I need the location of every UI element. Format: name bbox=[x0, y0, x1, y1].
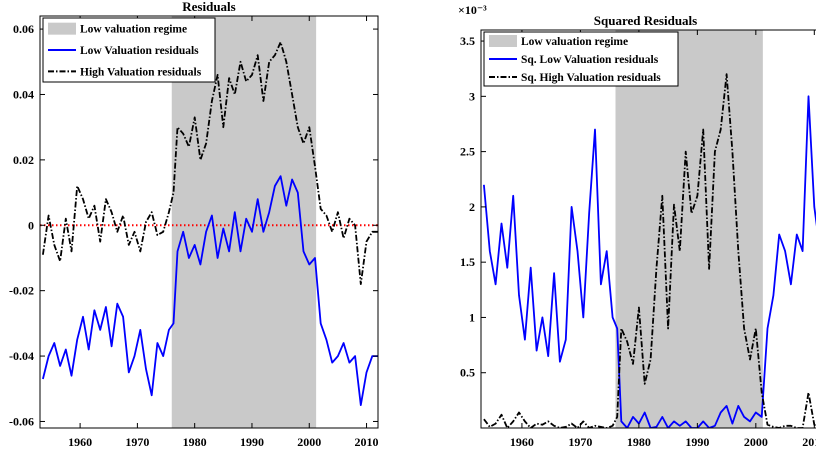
legend-swatch-regime bbox=[48, 22, 76, 35]
squared-residuals-title: Squared Residuals bbox=[594, 13, 697, 28]
low-valuation-regime-band bbox=[171, 16, 317, 428]
y-tick-label: -0.02 bbox=[9, 284, 34, 298]
squared-residuals-panel: 1960197019801990200020100.511.522.533.5 … bbox=[458, 3, 816, 449]
x-tick-label: 1960 bbox=[510, 435, 534, 449]
residuals-legend: Low valuation regime Low Valuation residu… bbox=[42, 17, 216, 83]
x-tick-label: 1980 bbox=[627, 435, 651, 449]
y-tick-label: 0.04 bbox=[13, 87, 34, 101]
high-valuation-series-line bbox=[483, 73, 816, 428]
x-tick-label: 2010 bbox=[802, 435, 816, 449]
low-valuation-regime-band bbox=[615, 30, 763, 428]
y-tick-label: 0 bbox=[28, 218, 34, 232]
legend-label: Low valuation regime bbox=[521, 36, 628, 48]
low-valuation-series-line bbox=[483, 95, 816, 428]
x-tick-label: 2000 bbox=[297, 435, 321, 449]
squared-residuals-legend: Low valuation regime Sq. Low Valuation re… bbox=[483, 31, 679, 87]
residuals-plot-frame bbox=[39, 15, 379, 429]
legend-label: Low Valuation residuals bbox=[80, 45, 199, 57]
legend-label: Low valuation regime bbox=[80, 24, 187, 36]
squared-residuals-plot-frame bbox=[480, 29, 816, 429]
y-tick-label: 2 bbox=[469, 200, 475, 214]
y-tick-label: -0.04 bbox=[9, 349, 34, 363]
legend-label: Sq. Low Valuation residuals bbox=[521, 54, 659, 66]
x-tick-label: 1970 bbox=[568, 435, 592, 449]
low-valuation-series-line bbox=[42, 175, 378, 407]
residuals-panel: 1960 1970 1980 1990 2000 2010 -0.06 -0.04 -0.02 0… bbox=[9, 0, 379, 449]
legend-swatch-regime bbox=[489, 35, 517, 47]
x-tick-label: 1960 bbox=[68, 435, 92, 449]
y-tick-label: 3 bbox=[469, 89, 475, 103]
legend-label: High Valuation residuals bbox=[80, 66, 202, 78]
y-tick-label: 0.5 bbox=[460, 366, 475, 380]
high-valuation-series-line bbox=[42, 41, 378, 286]
x-tick-label: 1990 bbox=[240, 435, 264, 449]
legend-label: Sq. High Valuation residuals bbox=[521, 72, 661, 84]
y-tick-label: 1.5 bbox=[460, 255, 475, 269]
y-tick-label: 0.02 bbox=[13, 153, 34, 167]
y-tick-label: -0.06 bbox=[9, 414, 34, 428]
y-tick-label: 0.06 bbox=[13, 22, 34, 36]
x-tick-label: 1980 bbox=[183, 435, 207, 449]
y-tick-label: 3.5 bbox=[460, 34, 475, 48]
x-tick-label: 2010 bbox=[355, 435, 379, 449]
x-tick-label: 1970 bbox=[125, 435, 149, 449]
y-tick-label: 1 bbox=[469, 310, 475, 324]
y-tick-label: 2.5 bbox=[460, 145, 475, 159]
y-exponent-label: ×10⁻³ bbox=[458, 3, 487, 17]
x-tick-label: 2000 bbox=[744, 435, 768, 449]
residuals-title: Residuals bbox=[182, 0, 235, 14]
x-tick-label: 1990 bbox=[685, 435, 709, 449]
